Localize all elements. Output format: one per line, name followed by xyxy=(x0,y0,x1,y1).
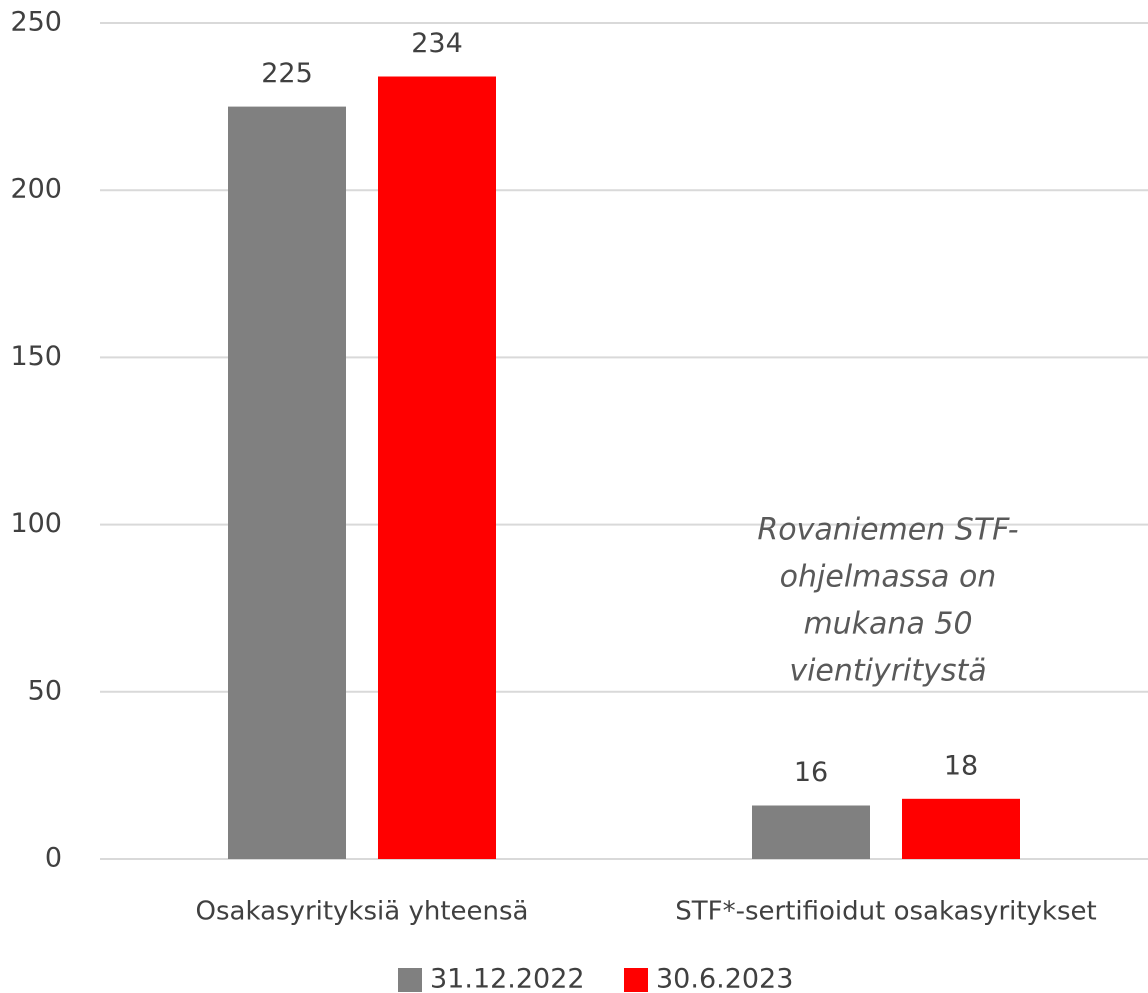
y-tick-label: 250 xyxy=(10,7,62,38)
bar xyxy=(228,106,346,860)
annotation: ohjelmassa on xyxy=(780,560,997,595)
legend-label: 30.6.2023 xyxy=(656,964,793,993)
y-tick-label: 200 xyxy=(10,174,62,205)
annotation: mukana 50 xyxy=(803,607,972,642)
legend-label: 31.12.2022 xyxy=(430,964,585,993)
bar xyxy=(752,805,870,859)
y-tick-label: 150 xyxy=(10,341,62,372)
y-tick-label: 100 xyxy=(10,508,62,539)
bar xyxy=(902,798,1020,859)
data-label: 16 xyxy=(794,757,828,788)
legend-swatch xyxy=(398,968,422,992)
annotation: Rovaniemen STF- xyxy=(757,513,1018,548)
data-label: 225 xyxy=(261,58,313,89)
y-tick-label: 50 xyxy=(28,675,62,706)
data-label: 234 xyxy=(411,28,463,59)
legend-swatch xyxy=(624,968,648,992)
x-tick-label: Osakasyrityksiä yhteensä xyxy=(196,897,529,927)
bar xyxy=(378,76,496,859)
data-label: 18 xyxy=(944,750,978,781)
annotation: vientiyritystä xyxy=(789,654,986,689)
y-tick-label: 0 xyxy=(45,843,62,874)
x-tick-label: STF*-sertifioidut osakasyritykset xyxy=(675,897,1096,927)
